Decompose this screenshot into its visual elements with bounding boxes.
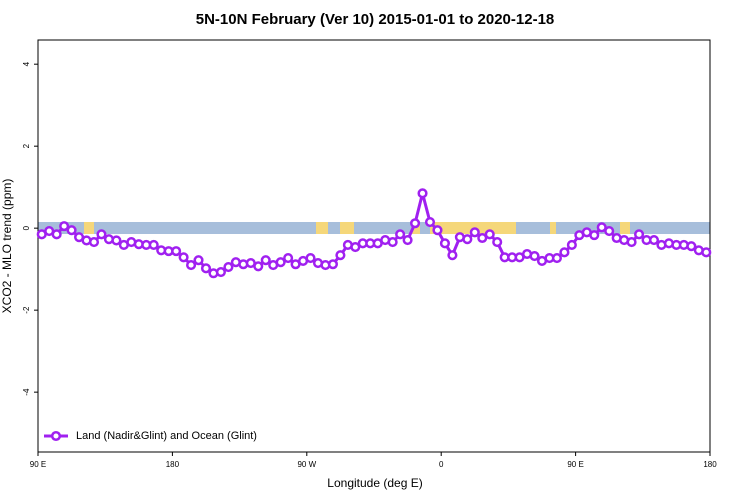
data-point xyxy=(88,237,100,248)
data-point xyxy=(350,241,361,253)
data-point xyxy=(410,218,421,229)
legend-marker xyxy=(50,430,62,442)
data-point xyxy=(59,221,70,232)
y-tick-label: 4 xyxy=(22,61,31,66)
data-point xyxy=(387,237,398,248)
data-point xyxy=(223,262,234,273)
data-point xyxy=(439,238,450,249)
chart-title: 5N-10N February (Ver 10) 2015-01-01 to 2… xyxy=(196,11,555,28)
data-point xyxy=(395,229,406,240)
x-tick-label: 180 xyxy=(166,460,180,469)
land-patch xyxy=(84,222,94,234)
data-point xyxy=(424,216,436,228)
plot-frame xyxy=(37,39,711,453)
data-point xyxy=(566,239,577,251)
data-point xyxy=(193,255,204,266)
x-tick-label: 90 E xyxy=(567,460,583,469)
data-point xyxy=(178,252,189,263)
data-point xyxy=(648,235,660,246)
data-point xyxy=(200,263,212,274)
land-patch xyxy=(550,222,556,234)
data-point xyxy=(596,222,607,233)
land-patch xyxy=(340,222,354,234)
x-tick-label: 90 W xyxy=(297,460,316,469)
data-point xyxy=(634,229,645,240)
data-point xyxy=(484,229,495,240)
data-point xyxy=(96,229,107,240)
data-point xyxy=(171,246,182,257)
data-point xyxy=(305,253,316,264)
data-point xyxy=(432,225,443,236)
x-tick-label: 90 E xyxy=(30,460,46,469)
data-point xyxy=(111,235,122,246)
data-point xyxy=(402,235,413,246)
data-point xyxy=(327,259,338,270)
y-tick-label: 2 xyxy=(22,143,31,148)
data-point xyxy=(51,229,62,240)
data-point xyxy=(529,250,540,262)
data-point xyxy=(283,253,294,264)
data-point xyxy=(253,261,264,272)
data-point xyxy=(551,253,562,264)
x-tick-label: 0 xyxy=(439,460,444,469)
data-point xyxy=(417,188,428,199)
land-patch xyxy=(620,222,630,234)
data-point xyxy=(447,250,458,261)
ocean-band xyxy=(38,222,710,234)
data-point xyxy=(492,237,503,248)
data-point xyxy=(260,255,271,266)
data-point xyxy=(215,266,226,278)
x-tick-label: 180 xyxy=(703,460,717,469)
data-point xyxy=(186,260,197,271)
data-point xyxy=(559,247,570,258)
data-point xyxy=(275,257,286,268)
land-patch xyxy=(316,222,328,234)
data-point xyxy=(701,247,712,258)
y-tick-label: -4 xyxy=(22,388,31,396)
legend-label: Land (Nadir&Glint) and Ocean (Glint) xyxy=(76,430,257,442)
data-point xyxy=(335,250,346,261)
data-point xyxy=(462,234,473,245)
data-point xyxy=(589,230,600,241)
data-point xyxy=(626,237,637,248)
data-point xyxy=(66,225,77,236)
data-point xyxy=(604,225,615,237)
data-point xyxy=(469,227,480,238)
data-point xyxy=(148,239,159,251)
y-axis-label: XCO2 - MLO trend (ppm) xyxy=(0,179,14,314)
data-point xyxy=(686,241,697,252)
data-point xyxy=(477,232,488,244)
x-axis-label: Longitude (deg E) xyxy=(327,476,422,490)
y-tick-label: -2 xyxy=(22,306,31,314)
y-tick-label: 0 xyxy=(22,225,31,230)
